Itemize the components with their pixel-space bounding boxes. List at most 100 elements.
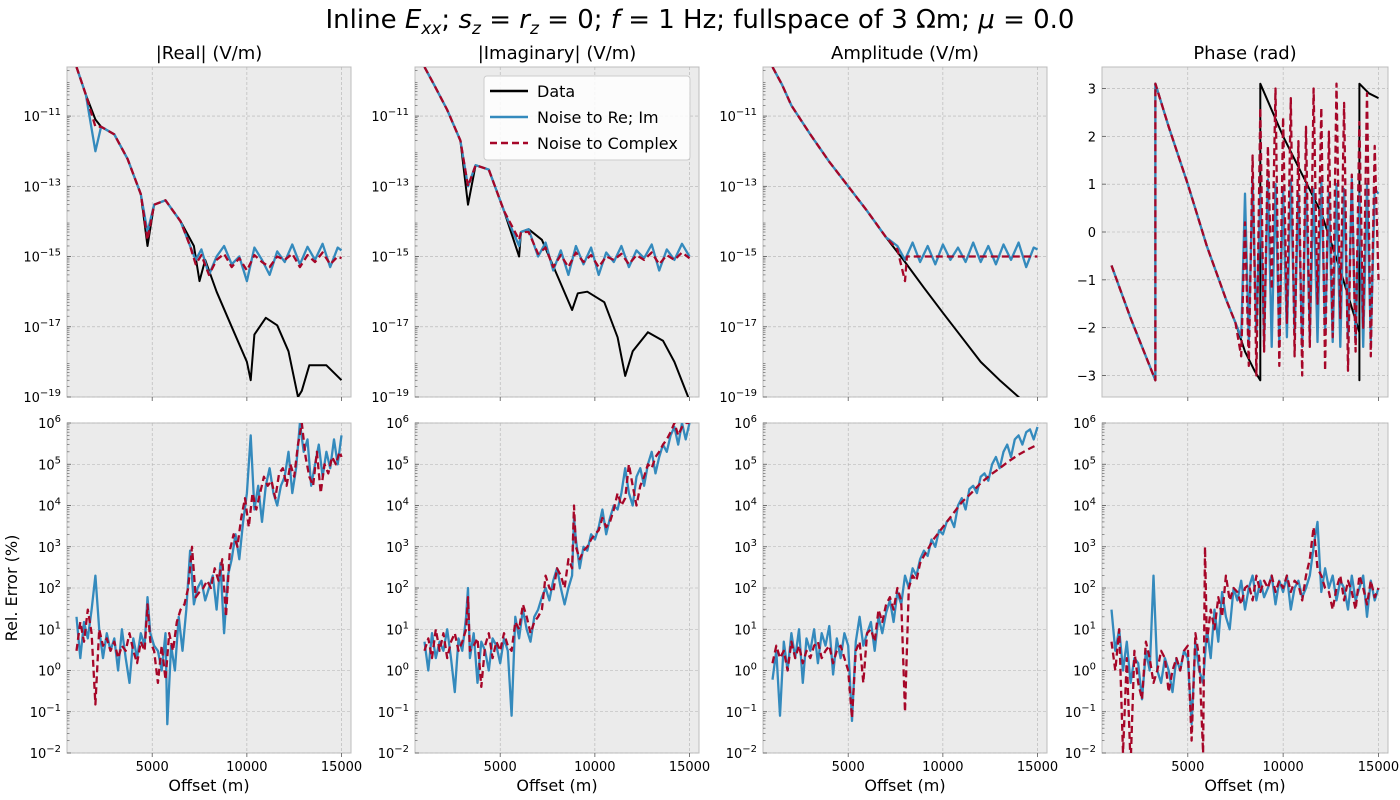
title-unit: m; (936, 5, 978, 35)
y-tick-label: 102 (38, 579, 61, 597)
title-end: = 0.0 (995, 5, 1075, 35)
y-tick-label: 104 (1073, 497, 1096, 515)
y-tick-exponent: 6 (1090, 414, 1096, 425)
y-tick-exponent: 0 (55, 662, 61, 673)
y-tick-base: 10 (1073, 582, 1090, 597)
series-line-noise-to-re-im (771, 426, 1039, 723)
y-tick-exponent: 1 (403, 620, 409, 631)
y-tick-base: 10 (386, 623, 403, 638)
x-tick-label: 15000 (1017, 760, 1058, 775)
y-tick-exponent: −2 (742, 744, 757, 755)
y-axis-label: Rel. Error (%) (2, 535, 21, 642)
y-tick-base: 10 (371, 110, 388, 125)
y-tick-label: 10−1 (1065, 703, 1096, 721)
y-tick-exponent: 4 (751, 497, 757, 508)
y-tick-exponent: 1 (751, 620, 757, 631)
y-tick-label: 10−17 (719, 318, 757, 336)
y-tick-exponent: −15 (40, 248, 61, 259)
y-tick-base: 10 (23, 251, 40, 266)
y-tick-base: 10 (734, 623, 751, 638)
y-tick-exponent: 5 (751, 455, 757, 466)
y-tick-exponent: −13 (736, 177, 757, 188)
y-tick-label: 101 (1073, 620, 1096, 638)
y-tick-exponent: −19 (40, 388, 61, 399)
x-axis-label: Offset (m) (1204, 776, 1285, 795)
y-tick-base: 10 (719, 321, 736, 336)
y-tick-label: 10−19 (719, 388, 757, 406)
y-tick-label: −2 (1077, 322, 1096, 337)
title-sep-1: ; (441, 5, 458, 35)
y-tick-label: 105 (734, 455, 757, 473)
x-axis-label: Offset (m) (168, 776, 249, 795)
series-group (75, 67, 343, 397)
x-tick-label: 5000 (136, 760, 169, 775)
y-tick-exponent: −13 (40, 177, 61, 188)
y-tick-label: 10−2 (378, 744, 409, 762)
series-line-noise-to-complex (771, 443, 1039, 720)
y-tick-exponent: 3 (403, 538, 409, 549)
y-tick-label: 10−15 (719, 248, 757, 266)
plot-area (762, 66, 1048, 398)
y-tick-exponent: −1 (394, 703, 409, 714)
y-tick-base: 10 (23, 110, 40, 125)
y-tick-base: 10 (38, 623, 55, 638)
y-tick-exponent: 3 (751, 538, 757, 549)
y-tick-label: 106 (386, 414, 409, 432)
y-tick-exponent: −17 (388, 318, 409, 329)
subplot-title: Phase (rad) (1193, 43, 1296, 64)
y-tick-label: 104 (734, 497, 757, 515)
title-omega: Ω (916, 5, 936, 35)
y-tick-base: 10 (38, 417, 55, 432)
subplot-title: |Imaginary| (V/m) (478, 43, 637, 64)
y-tick-base: 10 (378, 747, 395, 762)
y-tick-label: 0 (1088, 226, 1096, 241)
series-group (1110, 82, 1380, 382)
y-tick-base: 10 (23, 321, 40, 336)
y-tick-label: 101 (38, 620, 61, 638)
series-line-noise-to-complex (771, 67, 1038, 283)
series-group (771, 67, 1038, 397)
y-tick-exponent: −11 (736, 107, 757, 118)
y-tick-exponent: −17 (736, 318, 757, 329)
y-tick-exponent: 4 (55, 497, 61, 508)
y-tick-label: 106 (38, 414, 61, 432)
y-tick-label: 10−1 (30, 703, 61, 721)
y-tick-base: 10 (1073, 458, 1090, 473)
y-tick-label: 105 (386, 455, 409, 473)
series-group (75, 423, 343, 726)
series-line-noise-to-complex (75, 67, 342, 277)
y-tick-base: 10 (719, 110, 736, 125)
y-tick-label: 10−1 (378, 703, 409, 721)
y-tick-exponent: −11 (388, 107, 409, 118)
y-tick-label: 10−1 (726, 703, 757, 721)
title-sep-2: ; (594, 5, 611, 35)
y-tick-label: 10−19 (23, 388, 61, 406)
y-tick-label: 102 (734, 579, 757, 597)
y-tick-base: 10 (726, 706, 743, 721)
y-tick-exponent: −11 (40, 107, 61, 118)
legend-label-data: Data (537, 82, 575, 101)
y-tick-exponent: −2 (46, 744, 61, 755)
y-tick-base: 10 (719, 251, 736, 266)
y-tick-label: 10−15 (371, 248, 409, 266)
y-tick-base: 10 (386, 665, 403, 680)
legend-label-noise-to-complex: Noise to Complex (537, 134, 678, 153)
y-tick-label: 10−17 (23, 318, 61, 336)
figure-title: Inline Exx; sz = rz = 0; f = 1 Hz; fulls… (326, 5, 1075, 39)
y-tick-label: 100 (38, 662, 61, 680)
y-tick-label: 103 (38, 538, 61, 556)
y-tick-label: 102 (1073, 579, 1096, 597)
y-tick-exponent: −19 (388, 388, 409, 399)
subplot-4: 3 2 1 0 −1 −2 −3 Phase (rad) (1077, 43, 1389, 401)
y-tick-exponent: 6 (751, 414, 757, 425)
x-tick-label: 10000 (922, 760, 963, 775)
legend-label-noise-to-re-im: Noise to Re; Im (537, 108, 659, 127)
y-tick-base: 10 (734, 500, 751, 515)
y-tick-label: 2 (1088, 130, 1096, 145)
y-tick-exponent: −17 (40, 318, 61, 329)
y-tick-base: 10 (719, 180, 736, 195)
y-tick-exponent: −15 (388, 248, 409, 259)
series-line-noise-to-complex (75, 423, 343, 706)
y-tick-exponent: 1 (55, 620, 61, 631)
y-tick-base: 10 (386, 417, 403, 432)
